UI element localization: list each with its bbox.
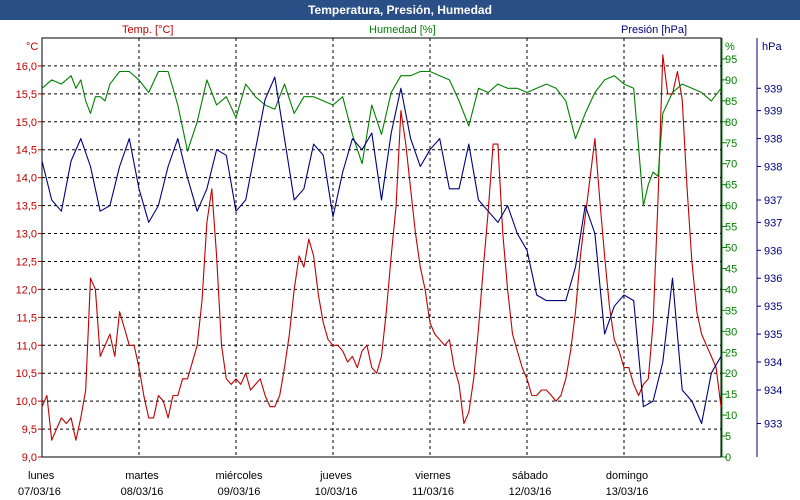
temp-tick-label: 10,0	[16, 396, 37, 408]
x-tick-date-label: 13/03/16	[606, 486, 649, 498]
pressure-tick-label: 936	[764, 273, 782, 285]
humidity-tick-label: 90	[725, 75, 737, 87]
x-tick-day-label: martes	[125, 470, 159, 482]
temp-tick-label: 11,0	[16, 340, 37, 352]
plot-area	[41, 37, 722, 458]
temp-tick-label: 16,0	[16, 61, 37, 73]
pressure-tick-label: 933	[764, 418, 782, 430]
pressure-axis-title: Presión [hPa]	[621, 24, 688, 36]
humidity-series-line	[41, 70, 722, 207]
pressure-tick-label: 936	[764, 245, 782, 257]
temp-tick-label: 10,5	[16, 368, 37, 380]
chart-title: Temperatura, Presión, Humedad	[308, 3, 492, 17]
pressure-tick-label: 938	[764, 134, 782, 146]
humidity-tick-label: 5	[725, 431, 731, 443]
temp-tick-label: 14,5	[16, 145, 37, 157]
humidity-axis-title: Humedad [%]	[369, 24, 436, 36]
x-tick-day-label: viernes	[415, 470, 451, 482]
window-title-bar: Temperatura, Presión, Humedad	[0, 0, 800, 20]
humidity-tick-label: 60	[725, 201, 737, 213]
temp-axis-title: Temp. [°C]	[122, 24, 174, 36]
temp-tick-label: 14,0	[16, 173, 37, 185]
temp-tick-label: 9,5	[22, 424, 37, 436]
x-tick-date-label: 10/03/16	[315, 486, 358, 498]
x-tick-date-label: 12/03/16	[509, 486, 552, 498]
x-tick-day-label: domingo	[606, 470, 648, 482]
pressure-tick-label: 939	[764, 106, 782, 118]
pressure-tick-label: 935	[764, 301, 782, 313]
humidity-tick-label: 40	[725, 284, 737, 296]
pressure-tick-label: 937	[764, 195, 782, 207]
humidity-tick-label: 65	[725, 180, 737, 192]
humidity-tick-label: 95	[725, 54, 737, 66]
humidity-tick-label: 25	[725, 347, 737, 359]
temp-tick-label: 13,0	[16, 229, 37, 241]
temp-tick-label: 15,0	[16, 117, 37, 129]
x-tick-day-label: miércoles	[215, 470, 263, 482]
humidity-tick-label: 10	[725, 410, 737, 422]
humidity-tick-label: 55	[725, 222, 737, 234]
humidity-tick-label: 15	[725, 389, 737, 401]
pressure-tick-label: 934	[764, 357, 782, 369]
temperature-series-line	[41, 54, 722, 441]
humidity-tick-label: 85	[725, 96, 737, 108]
x-tick-date-label: 09/03/16	[218, 486, 261, 498]
pressure-series-line	[41, 76, 722, 425]
x-tick-date-label: 08/03/16	[121, 486, 164, 498]
temp-tick-label: 15,5	[16, 89, 37, 101]
x-tick-date-label: 11/03/16	[412, 486, 454, 498]
x-tick-day-label: sábado	[512, 470, 548, 482]
temp-tick-label: 12,5	[16, 256, 37, 268]
humidity-tick-label: 75	[725, 138, 737, 150]
pressure-unit-label: hPa	[762, 41, 782, 53]
temp-tick-label: 9,0	[22, 452, 37, 464]
temp-tick-label: 13,5	[16, 201, 37, 213]
x-tick-day-label: jueves	[319, 470, 352, 482]
humidity-tick-label: 30	[725, 326, 737, 338]
pressure-tick-label: 935	[764, 329, 782, 341]
pressure-tick-label: 939	[764, 83, 782, 95]
humidity-tick-label: 20	[725, 368, 737, 380]
humidity-tick-label: 50	[725, 243, 737, 255]
humidity-tick-label: 0	[725, 452, 731, 464]
pressure-tick-label: 938	[764, 161, 782, 173]
humidity-tick-label: 35	[725, 305, 737, 317]
x-tick-day-label: lunes	[28, 470, 55, 482]
temp-tick-label: 12,0	[16, 284, 37, 296]
humidity-unit-label: %	[725, 41, 735, 53]
pressure-tick-label: 934	[764, 385, 782, 397]
temp-unit-label: °C	[26, 41, 38, 53]
pressure-tick-label: 937	[764, 217, 782, 229]
humidity-tick-label: 45	[725, 263, 737, 275]
temp-tick-label: 11,5	[16, 312, 37, 324]
humidity-tick-label: 70	[725, 159, 737, 171]
humidity-tick-label: 80	[725, 117, 737, 129]
x-tick-date-label: 07/03/16	[18, 486, 61, 498]
